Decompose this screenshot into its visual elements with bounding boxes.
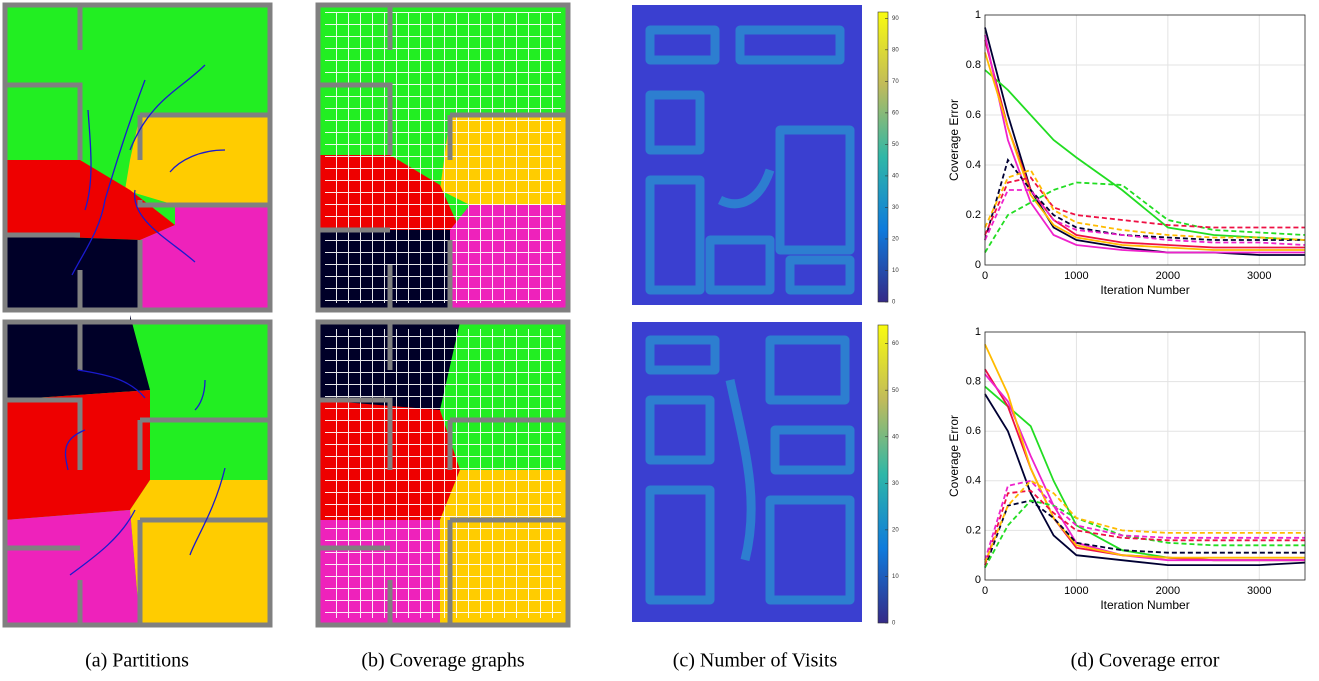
y-tick-label: 0.6 (966, 109, 981, 121)
y-tick-label: 0 (975, 259, 981, 271)
series-line (984, 181, 1306, 253)
colorbar-tick-label: 20 (892, 527, 899, 533)
y-tick-label: 0.2 (966, 209, 981, 221)
series-line (984, 499, 1305, 568)
colorbar-tick-label: 60 (892, 110, 899, 116)
series-line (984, 52, 1305, 251)
y-tick-label: 1 (975, 9, 981, 21)
series-line (984, 344, 1305, 559)
series-line (984, 479, 1305, 563)
x-tick-label: 1000 (1064, 270, 1088, 282)
axes-box (984, 14, 1306, 266)
colorbar-tick-label: 0 (892, 300, 896, 306)
x-tick-label: 2000 (1156, 585, 1180, 597)
caption: (c) Number of Visits (673, 650, 838, 672)
partition-map (2, 2, 273, 313)
x-axis-label: Iteration Number (1100, 283, 1189, 297)
colorbar-tick-label: 10 (892, 268, 899, 274)
series-line (984, 499, 1305, 569)
y-tick-label: 0.6 (966, 425, 981, 437)
colorbar-tick-label: 30 (892, 205, 899, 211)
series-line (984, 69, 1306, 241)
colorbar-tick-label: 80 (892, 47, 899, 53)
colorbar-tick-label: 0 (892, 621, 896, 627)
caption: (d) Coverage error (1071, 650, 1220, 672)
colorbar-tick-label: 60 (892, 341, 899, 347)
x-tick-label: 1000 (1064, 585, 1088, 597)
caption: (a) Partitions (85, 650, 189, 672)
y-tick-label: 0.8 (966, 59, 981, 71)
x-tick-label: 2000 (1156, 270, 1180, 282)
series-line (984, 189, 1306, 246)
y-tick-label: 0.4 (966, 159, 981, 171)
y-axis-label: Coverage Error (947, 415, 961, 497)
colorbar-tick-label: 30 (892, 481, 899, 487)
visit-heatmap (632, 5, 862, 622)
y-tick-label: 0.8 (966, 376, 981, 388)
series-line (984, 393, 1306, 566)
colorbar (877, 11, 889, 303)
series-line (984, 176, 1305, 236)
x-tick-label: 3000 (1247, 270, 1271, 282)
y-tick-label: 0.4 (966, 475, 981, 487)
x-tick-label: 0 (982, 585, 988, 597)
series-line (984, 27, 1305, 256)
coverage-graph (315, 319, 571, 628)
colorbar (877, 324, 889, 624)
colorbar-tick-label: 10 (892, 574, 899, 580)
y-tick-label: 1 (975, 326, 981, 338)
y-tick-label: 0.2 (966, 524, 981, 536)
series-line (984, 168, 1306, 241)
colorbar-tick-label: 90 (892, 16, 899, 22)
series-line (984, 479, 1305, 561)
colorbar-tick-label: 40 (892, 434, 899, 440)
series-line (984, 158, 1305, 241)
partition-map (2, 315, 273, 628)
coverage-graph (315, 2, 571, 313)
colorbar-tick-label: 50 (892, 388, 899, 394)
plot-area (985, 332, 1305, 580)
axes-box (984, 331, 1306, 581)
colorbar-tick-label: 20 (892, 237, 899, 243)
colorbar-tick-label: 70 (892, 79, 899, 85)
y-axis-label: Coverage Error (947, 99, 961, 181)
x-tick-label: 0 (982, 270, 988, 282)
colorbar-tick-label: 40 (892, 173, 899, 179)
caption: (b) Coverage graphs (361, 650, 524, 672)
x-tick-label: 3000 (1247, 585, 1271, 597)
y-tick-label: 0 (975, 574, 981, 586)
series-line (984, 34, 1305, 254)
colorbar-tick-label: 50 (892, 142, 899, 148)
x-axis-label: Iteration Number (1100, 598, 1189, 612)
